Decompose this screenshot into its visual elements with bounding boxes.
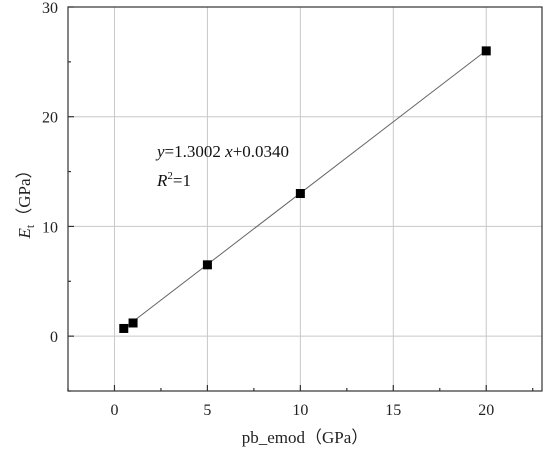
y-tick-label: 30 xyxy=(42,0,58,17)
r-tail: =1 xyxy=(173,171,191,190)
equation-tail: +0.0340 xyxy=(233,142,289,161)
x-tick-label: 20 xyxy=(478,402,494,419)
y-axis-title: Et（GPa） xyxy=(15,161,37,239)
axis-ticks xyxy=(67,6,534,392)
y-tick-label: 20 xyxy=(42,110,58,127)
equation-x-var: x xyxy=(224,142,233,161)
x-tick-label: 0 xyxy=(110,402,118,419)
x-tick-label: 5 xyxy=(203,402,211,419)
data-point xyxy=(119,323,129,333)
data-points xyxy=(119,46,491,333)
grid xyxy=(68,6,542,391)
y-tick-label: 10 xyxy=(42,219,58,236)
x-axis-title: pb_emod（GPa） xyxy=(242,428,369,447)
fit-line xyxy=(123,50,487,330)
y-tick-label: 0 xyxy=(50,329,58,346)
x-tick-label: 10 xyxy=(292,402,308,419)
y-axis-unit: （GPa） xyxy=(15,161,34,224)
equation-annotation: y=1.3002 x+0.0340 xyxy=(155,142,289,161)
r-superscript: 2 xyxy=(167,170,173,182)
equation-body: =1.3002 xyxy=(165,142,226,161)
y-axis-subscript: t xyxy=(23,224,37,228)
plot-frame xyxy=(67,6,543,392)
data-point xyxy=(481,46,491,56)
y-tick-labels: 0 10 20 30 xyxy=(42,0,58,346)
data-point xyxy=(128,318,138,328)
y-axis-var: E xyxy=(15,228,34,240)
data-point xyxy=(295,189,305,199)
x-tick-label: 15 xyxy=(385,402,401,419)
equation-y-var: y xyxy=(155,142,165,161)
r-var: R xyxy=(156,171,168,190)
data-point xyxy=(202,260,212,270)
x-tick-labels: 0 5 10 15 20 xyxy=(110,402,494,419)
r-squared-annotation: R2=1 xyxy=(156,170,191,190)
